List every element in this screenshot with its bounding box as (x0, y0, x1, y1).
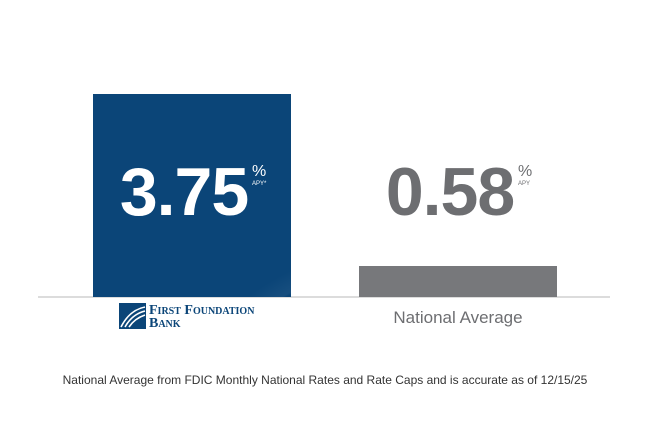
footnote: National Average from FDIC Monthly Natio… (62, 373, 588, 387)
category-label: National Average (393, 308, 523, 327)
value-label: 3.75 (119, 154, 249, 230)
apy-note: APY (518, 181, 531, 187)
percent-symbol: % (252, 163, 267, 180)
bar (359, 265, 557, 297)
apy-note: APY* (252, 181, 267, 187)
bar (93, 94, 291, 297)
percent-symbol: % (518, 163, 533, 180)
baseline (38, 296, 610, 298)
category-label: First Foundation Bank (149, 303, 255, 331)
value-label: 0.58 (385, 154, 515, 230)
logo-icon (119, 303, 146, 329)
